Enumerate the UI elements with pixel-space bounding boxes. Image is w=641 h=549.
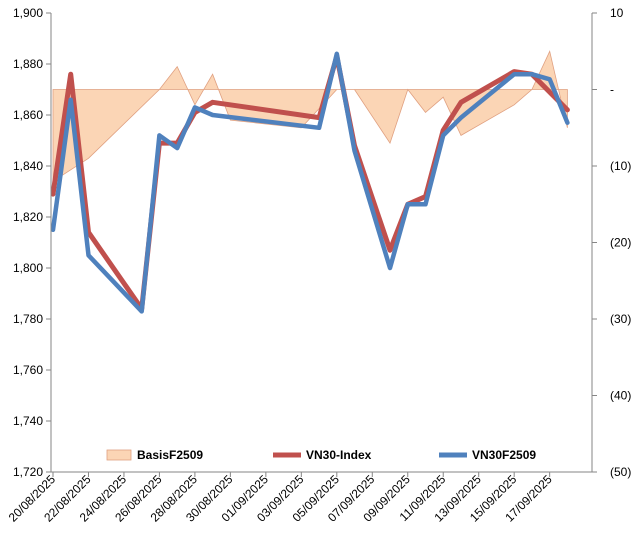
right-tick-label: (40) <box>610 389 631 403</box>
legend-swatch-basisf2509 <box>106 449 132 461</box>
left-tick-label: 1,780 <box>13 312 43 326</box>
series-line-vn30f2509 <box>50 51 570 314</box>
right-tick-label: (50) <box>610 465 631 479</box>
x-axis: 20/08/202522/08/202524/08/202526/08/2025… <box>6 471 592 525</box>
legend: BasisF2509 VN30-Index VN30F2509 <box>106 448 536 462</box>
right-tick-label: (10) <box>610 159 631 173</box>
right-tick-label: (20) <box>610 236 631 250</box>
left-tick-label: 1,880 <box>13 57 43 71</box>
right-tick-label: 10 <box>610 6 624 20</box>
left-tick-label: 1,760 <box>13 363 43 377</box>
left-tick-label: 1,900 <box>13 6 43 20</box>
legend-label-basisf2509: BasisF2509 <box>137 448 203 462</box>
left-y-axis: 1,720 1,740 1,760 1,780 1,800 1,820 1,840 1,860… <box>13 6 52 479</box>
left-tick-label: 1,800 <box>13 261 43 275</box>
left-tick-label: 1,840 <box>13 159 43 173</box>
left-tick-label: 1,720 <box>13 465 43 479</box>
left-tick-label: 1,820 <box>13 210 43 224</box>
plot-area <box>50 50 570 314</box>
right-y-axis: (50) (40) (30) (20) (10) - 10 <box>591 6 631 479</box>
right-tick-label: - <box>610 83 614 97</box>
legend-label-vn30-index: VN30-Index <box>306 448 372 462</box>
left-tick-label: 1,860 <box>13 108 43 122</box>
right-tick-label: (30) <box>610 312 631 326</box>
legend-label-vn30f2509: VN30F2509 <box>472 448 536 462</box>
left-tick-label: 1,740 <box>13 414 43 428</box>
